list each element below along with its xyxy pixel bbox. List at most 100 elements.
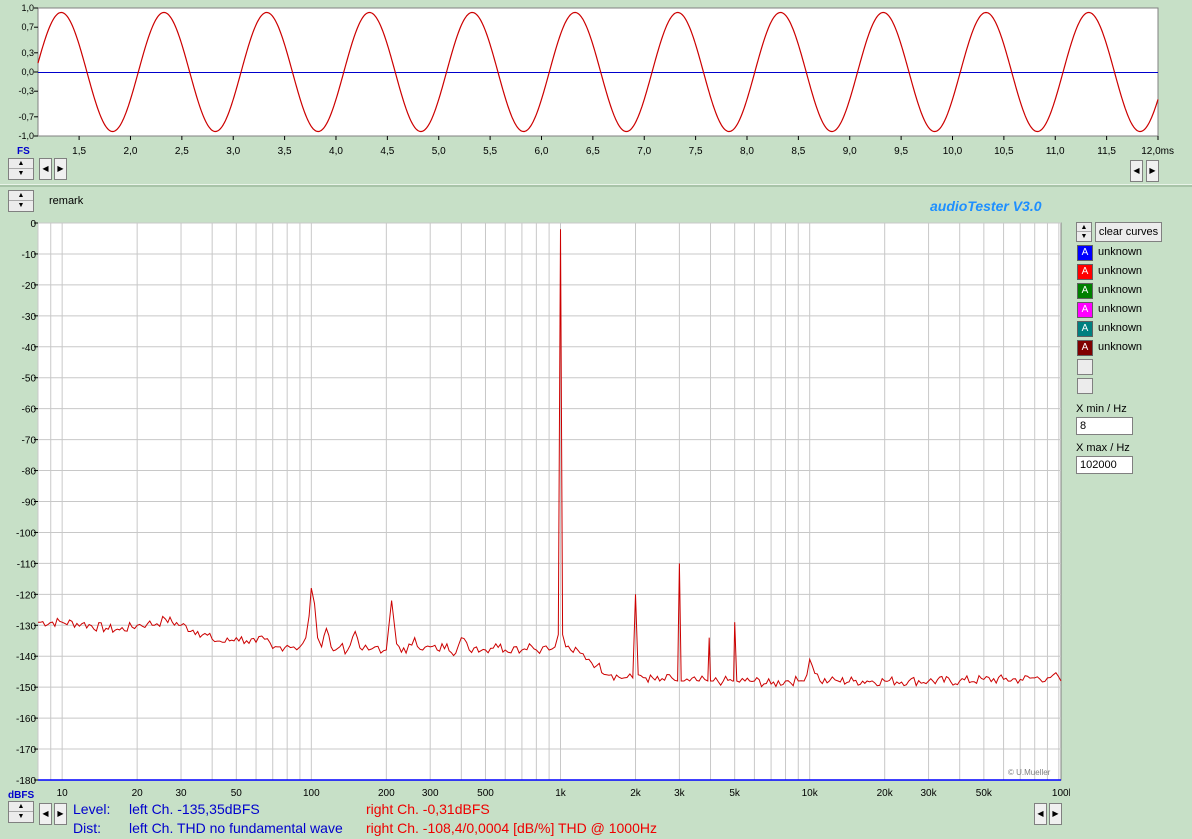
spin-up-icon[interactable]: ▲ xyxy=(9,191,33,201)
waveform-y-tick-label: 1,0 xyxy=(21,3,34,13)
waveform-x-tick-label: 12,0ms xyxy=(1141,146,1174,157)
spectrum-series xyxy=(37,229,1062,688)
waveform-y-tick-label: 0,7 xyxy=(21,22,34,32)
spectrum-scroll-left-button[interactable]: ◀ xyxy=(39,803,52,825)
waveform-series xyxy=(37,11,1159,133)
level-left-value: left Ch. -135,35dBFS xyxy=(129,801,260,817)
spectrum-x-tick-label: 100 xyxy=(303,788,320,799)
spectrum-y-tick-label: -90 xyxy=(22,498,37,509)
remark-spinner[interactable]: ▲ ▼ xyxy=(8,190,34,212)
spectrum-dbfs-label: dBFS xyxy=(8,790,34,801)
waveform-fs-label: FS xyxy=(17,146,30,157)
spectrum-x-tick-label: 200 xyxy=(378,788,395,799)
spectrum-y-tick-label: -180 xyxy=(16,776,36,787)
waveform-x-tick-label: 3,0 xyxy=(226,146,240,157)
spectrum-x-right-button[interactable]: ▶ xyxy=(1049,803,1062,825)
spectrum-y-ticks: 0 -10 -20 -30 -40 -50 -60 -70 -80 -90 -100 -110 -120… xyxy=(16,219,38,787)
clear-curves-button[interactable]: clear curves xyxy=(1095,222,1162,242)
spin-down-icon[interactable]: ▼ xyxy=(17,202,25,209)
legend-swatch[interactable]: A xyxy=(1077,302,1093,318)
waveform-x-tick-label: 2,5 xyxy=(175,146,189,157)
legend-label: unknown xyxy=(1098,265,1143,277)
spin-down-icon[interactable]: ▼ xyxy=(1080,233,1088,240)
legend-label: unknown xyxy=(1098,246,1143,258)
spin-down-icon[interactable]: ▼ xyxy=(17,813,25,820)
xmax-field[interactable]: 102000 xyxy=(1076,456,1133,474)
spin-down-icon[interactable]: ▼ xyxy=(17,170,25,177)
xmax-label: X max / Hz xyxy=(1076,442,1130,454)
waveform-x-tick-label: 9,0 xyxy=(843,146,857,157)
spectrum-y-tick-label: -70 xyxy=(22,436,37,447)
waveform-x-left-button[interactable]: ◀ xyxy=(1130,160,1143,182)
waveform-x-tick-label: 4,5 xyxy=(380,146,394,157)
legend-swatch[interactable]: A xyxy=(1077,245,1093,261)
spectrum-x-ticks: 10 20 30 50 100 200 300 500 1k 2k 3k 5k 10k 20k 30k 50k… xyxy=(57,788,1070,799)
spectrum-y-tick-label: -50 xyxy=(22,374,37,385)
legend-spinner[interactable]: ▲ ▼ xyxy=(1076,222,1092,242)
waveform-x-tick-label: 10,0 xyxy=(943,146,963,157)
waveform-y-tick-label: -0,3 xyxy=(18,86,34,96)
spectrum-y-zoom-spinner[interactable]: ▲ ▼ xyxy=(8,801,34,823)
spin-up-icon[interactable]: ▲ xyxy=(1077,223,1091,232)
spectrum-y-tick-label: -110 xyxy=(17,559,37,570)
spectrum-y-tick-label: -100 xyxy=(16,528,36,539)
spectrum-x-tick-label: 3k xyxy=(674,788,686,799)
waveform-x-tick-label: 10,5 xyxy=(994,146,1014,157)
legend-empty-checkbox-2[interactable] xyxy=(1077,378,1093,394)
waveform-x-tick-label: 1,5 xyxy=(72,146,86,157)
spin-up-icon[interactable]: ▲ xyxy=(9,802,33,812)
panel-separator xyxy=(0,184,1192,187)
waveform-y-ticks: 1,0 0,7 0,3 0,0 -0,3 -0,7 -1,0 xyxy=(18,3,38,141)
legend-swatch[interactable]: A xyxy=(1077,340,1093,356)
spectrum-x-tick-label: 10 xyxy=(57,788,69,799)
spectrum-x-tick-label: 500 xyxy=(477,788,494,799)
waveform-x-tick-label: 9,5 xyxy=(894,146,908,157)
waveform-x-tick-label: 5,0 xyxy=(432,146,446,157)
spectrum-x-tick-label: 10k xyxy=(802,788,819,799)
legend-label: unknown xyxy=(1098,322,1143,334)
waveform-y-tick-label: 0,0 xyxy=(21,67,34,77)
spectrum-y-tick-label: -130 xyxy=(16,621,36,632)
waveform-y-tick-label: 0,3 xyxy=(21,48,34,58)
spectrum-y-tick-label: 0 xyxy=(30,219,36,230)
spectrum-x-tick-label: 20k xyxy=(877,788,894,799)
spectrum-x-tick-label: 30 xyxy=(175,788,187,799)
legend-label: unknown xyxy=(1098,284,1143,296)
waveform-scroll-left-button[interactable]: ◀ xyxy=(39,158,52,180)
spin-up-icon[interactable]: ▲ xyxy=(9,159,33,169)
waveform-x-tick-label: 8,0 xyxy=(740,146,754,157)
spectrum-x-tick-label: 50 xyxy=(231,788,243,799)
spectrum-scroll-right-button[interactable]: ▶ xyxy=(54,803,67,825)
xmin-field[interactable]: 8 xyxy=(1076,417,1133,435)
waveform-x-tick-label: 11,0 xyxy=(1046,146,1065,157)
legend-swatch[interactable]: A xyxy=(1077,321,1093,337)
spectrum-x-tick-label: 20 xyxy=(132,788,144,799)
remark-label: remark xyxy=(49,195,84,207)
waveform-x-tick-label: 11,5 xyxy=(1097,146,1116,157)
legend-swatch[interactable]: A xyxy=(1077,283,1093,299)
waveform-scroll-right-button[interactable]: ▶ xyxy=(54,158,67,180)
spectrum-y-tick-label: -80 xyxy=(22,467,37,478)
waveform-x-tick-label: 8,5 xyxy=(791,146,805,157)
spectrum-y-tick-label: -20 xyxy=(22,281,37,292)
spectrum-y-tick-label: -150 xyxy=(16,683,36,694)
waveform-x-tick-label: 4,0 xyxy=(329,146,343,157)
legend-swatch[interactable]: A xyxy=(1077,264,1093,280)
waveform-y-tick-label: -1,0 xyxy=(18,131,34,141)
spectrum-x-tick-label: 5k xyxy=(729,788,741,799)
spectrum-x-tick-label: 50k xyxy=(976,788,993,799)
spectrum-y-tick-label: -10 xyxy=(22,250,37,261)
spectrum-x-tick-label: 100kHz xyxy=(1052,788,1070,799)
legend-empty-checkbox-1[interactable] xyxy=(1077,359,1093,375)
app-title: audioTester V3.0 xyxy=(930,198,1042,214)
xmin-label: X min / Hz xyxy=(1076,403,1127,415)
dist-right-value: right Ch. -108,4/0,0004 [dB/%] THD @ 100… xyxy=(366,820,657,836)
waveform-y-zoom-spinner[interactable]: ▲ ▼ xyxy=(8,158,34,180)
spectrum-x-left-button[interactable]: ◀ xyxy=(1034,803,1047,825)
waveform-y-tick-label: -0,7 xyxy=(18,112,34,122)
waveform-x-tick-label: 7,5 xyxy=(689,146,703,157)
waveform-x-right-button[interactable]: ▶ xyxy=(1146,160,1159,182)
dist-left-value: left Ch. THD no fundamental wave xyxy=(129,820,343,836)
waveform-x-tick-label: 5,5 xyxy=(483,146,497,157)
spectrum-y-tick-label: -140 xyxy=(16,652,36,663)
